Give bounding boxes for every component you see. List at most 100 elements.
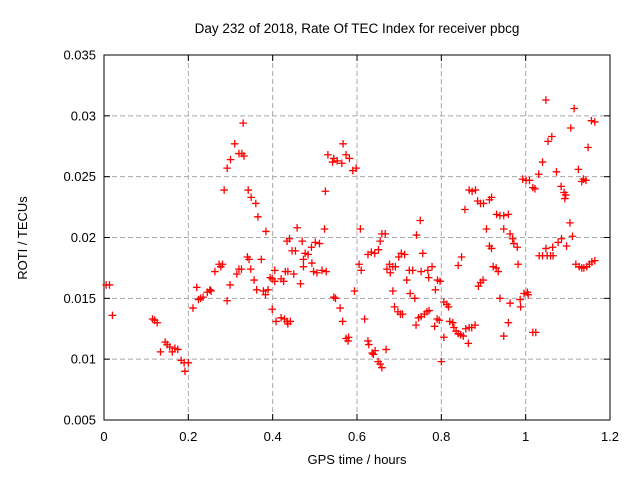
data-point-plus	[240, 152, 248, 160]
data-point-plus	[322, 267, 331, 276]
data-point-plus	[510, 239, 518, 248]
x-axis-label: GPS time / hours	[308, 452, 407, 467]
data-point-plus	[313, 268, 321, 277]
data-point-plus	[525, 176, 534, 185]
data-point-plus	[381, 230, 390, 238]
data-point-plus	[562, 242, 571, 250]
data-point-plus	[223, 296, 231, 305]
data-point-plus	[425, 306, 433, 315]
data-point-plus	[440, 333, 448, 342]
data-point-plus	[105, 281, 114, 289]
data-point-plus	[344, 333, 353, 342]
chart-title: Day 232 of 2018, Rate Of TEC Index for r…	[195, 21, 520, 36]
data-point-plus	[416, 216, 425, 225]
data-point-plus	[457, 253, 466, 261]
data-point-plus	[252, 199, 260, 208]
data-point-plus	[430, 322, 439, 331]
data-point-plus	[479, 199, 488, 208]
data-point-plus	[591, 256, 599, 265]
data-point-plus	[402, 276, 411, 284]
data-point-plus	[417, 267, 425, 276]
data-point-plus	[499, 211, 508, 220]
data-point-plus	[355, 260, 363, 269]
data-point-plus	[365, 340, 373, 349]
data-point-plus	[289, 270, 298, 278]
data-point-plus	[321, 187, 330, 196]
data-point-plus	[494, 267, 503, 276]
data-point-plus	[233, 270, 241, 278]
data-point-plus	[444, 303, 453, 311]
data-point-plus	[291, 247, 300, 255]
y-tick-label: 0.005	[63, 413, 96, 428]
data-point-plus	[514, 260, 522, 269]
data-point-plus	[412, 231, 421, 239]
x-tick-label: 0.2	[179, 429, 197, 444]
y-tick-label: 0.015	[63, 291, 96, 306]
data-point-plus	[293, 223, 301, 232]
data-point-plus	[568, 232, 577, 241]
data-point-plus	[246, 265, 255, 273]
data-point-plus	[461, 324, 470, 333]
data-point-plus	[557, 182, 565, 191]
y-tick-label: 0.035	[63, 48, 96, 63]
data-point-plus	[448, 318, 457, 327]
data-point-plus	[516, 295, 524, 304]
axis-ticks	[103, 54, 611, 421]
y-axis-label: ROTI / TECUs	[15, 196, 30, 280]
data-point-plus	[262, 227, 270, 236]
data-point-plus	[230, 140, 239, 148]
data-point-plus	[552, 168, 561, 176]
data-point-plus	[237, 265, 246, 273]
data-point-plus	[331, 294, 340, 303]
data-point-plus	[244, 186, 253, 194]
data-point-plus	[424, 266, 432, 275]
data-point-plus	[518, 175, 527, 183]
data-point-plus	[548, 243, 557, 252]
data-point-plus	[424, 273, 433, 282]
data-point-plus	[471, 186, 480, 194]
data-point-plus	[207, 287, 215, 295]
data-point-plus	[383, 265, 391, 273]
data-point-plus	[412, 321, 420, 329]
x-tick-label: 0.6	[348, 429, 366, 444]
data-point-plus	[382, 345, 390, 354]
data-point-plus	[408, 266, 417, 275]
data-point-plus	[482, 225, 491, 233]
data-point-plus	[561, 194, 569, 203]
data-point-plus	[566, 124, 575, 132]
data-point-plus	[584, 143, 592, 152]
data-point-plus	[342, 150, 350, 159]
data-point-plus	[506, 230, 514, 238]
data-point-plus	[549, 251, 557, 260]
y-tick-label: 0.02	[71, 230, 96, 245]
data-point-plus	[153, 318, 161, 327]
data-point-plus	[531, 328, 540, 337]
data-point-plus	[454, 261, 462, 270]
data-point-plus	[173, 345, 182, 354]
data-point-plus	[400, 250, 409, 259]
data-point-plus	[284, 267, 292, 276]
data-point-plus	[324, 150, 332, 159]
data-point-plus	[386, 268, 395, 277]
data-point-plus	[254, 213, 262, 221]
y-tick-label: 0.025	[63, 169, 96, 184]
data-point-plus	[245, 255, 253, 264]
data-point-plus	[557, 234, 566, 243]
data-point-plus	[285, 234, 294, 243]
data-point-plus	[508, 234, 517, 243]
data-point-plus	[367, 248, 376, 256]
data-point-plus	[524, 290, 532, 299]
data-point-plus	[223, 164, 231, 172]
data-point-plus	[356, 225, 365, 233]
data-point-plus	[364, 337, 372, 345]
data-point-plus	[156, 348, 165, 356]
data-point-plus	[318, 266, 326, 275]
data-point-plus	[336, 304, 344, 312]
x-tick-label: 0.4	[264, 429, 282, 444]
y-tick-label: 0.03	[71, 108, 96, 123]
data-point-plus	[570, 104, 578, 113]
data-point-plus	[257, 255, 266, 264]
data-point-plus	[496, 294, 504, 303]
